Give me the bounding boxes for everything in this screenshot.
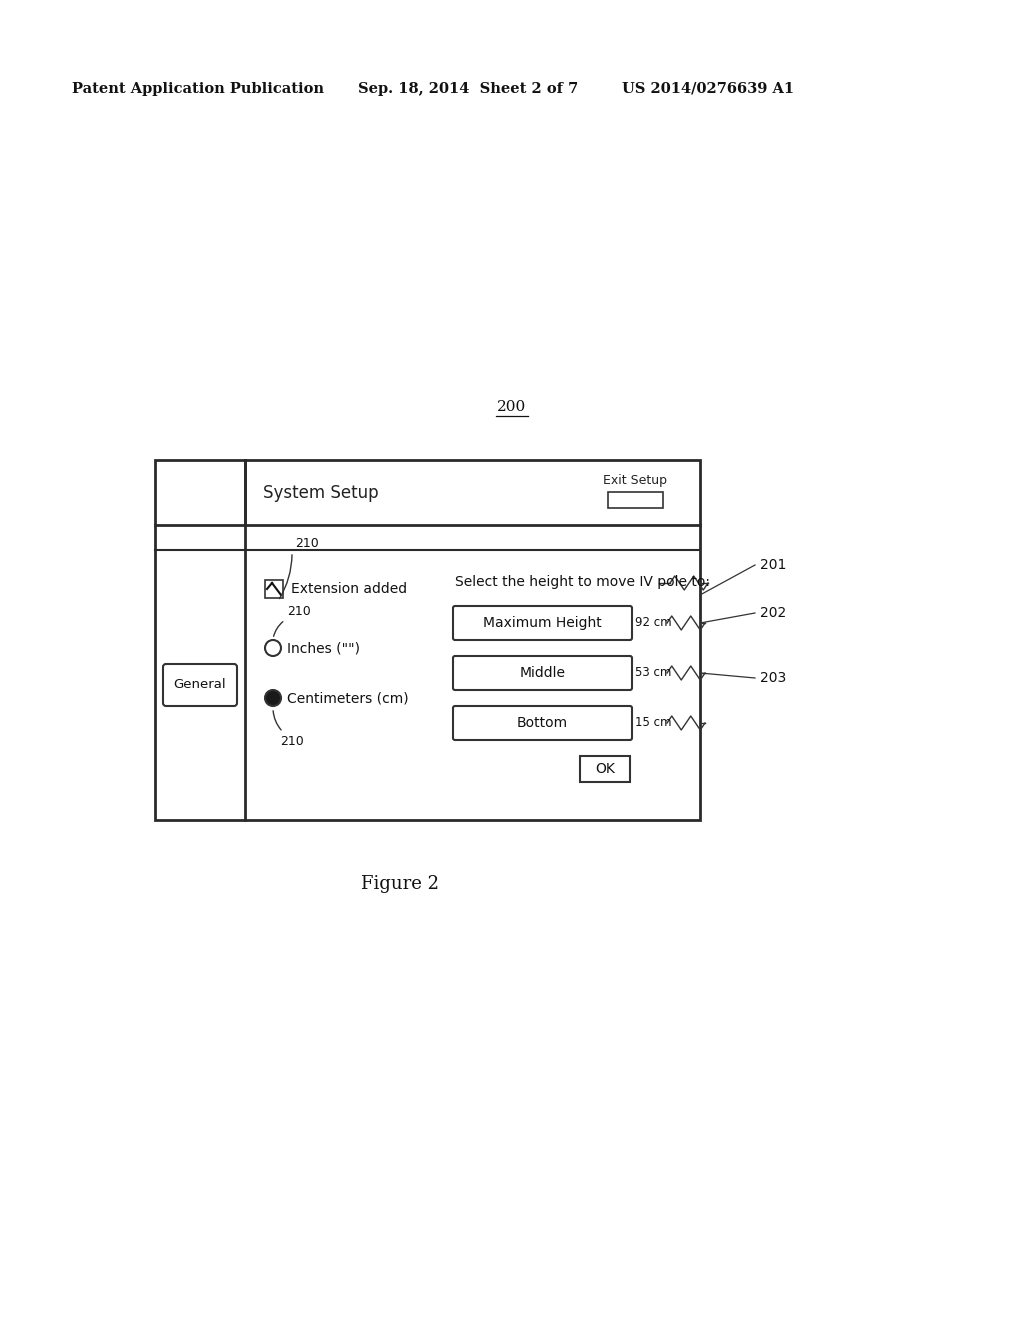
Text: Extension added: Extension added [291, 582, 408, 597]
Text: 202: 202 [760, 606, 786, 620]
Text: OK: OK [595, 762, 615, 776]
Text: 53 cm: 53 cm [635, 667, 672, 680]
Text: Exit Setup: Exit Setup [603, 474, 667, 487]
Text: 210: 210 [295, 537, 318, 550]
Text: 15 cm: 15 cm [635, 717, 672, 730]
FancyBboxPatch shape [163, 664, 237, 706]
FancyBboxPatch shape [453, 606, 632, 640]
Bar [607, 492, 663, 508]
Text: Patent Application Publication: Patent Application Publication [72, 82, 324, 96]
Text: Maximum Height: Maximum Height [483, 616, 602, 630]
Text: Sep. 18, 2014  Sheet 2 of 7: Sep. 18, 2014 Sheet 2 of 7 [358, 82, 579, 96]
Text: General: General [174, 678, 226, 692]
Text: 203: 203 [760, 671, 786, 685]
Text: 200: 200 [498, 400, 526, 414]
Circle shape [265, 690, 281, 706]
Bar [580, 756, 630, 781]
Text: Inches (""): Inches ("") [287, 642, 360, 655]
Text: Select the height to move IV pole to:: Select the height to move IV pole to: [455, 576, 710, 589]
Text: Figure 2: Figure 2 [361, 875, 439, 894]
Text: 201: 201 [760, 558, 786, 572]
FancyBboxPatch shape [453, 706, 632, 741]
Text: 92 cm: 92 cm [635, 616, 672, 630]
Text: 210: 210 [287, 605, 310, 618]
Text: 210: 210 [280, 735, 304, 748]
Text: Centimeters (cm): Centimeters (cm) [287, 690, 409, 705]
Bar [265, 579, 283, 598]
Text: US 2014/0276639 A1: US 2014/0276639 A1 [622, 82, 795, 96]
Bar [155, 459, 700, 820]
Text: Bottom: Bottom [517, 715, 568, 730]
Text: Middle: Middle [519, 667, 565, 680]
Text: System Setup: System Setup [263, 483, 379, 502]
FancyBboxPatch shape [453, 656, 632, 690]
